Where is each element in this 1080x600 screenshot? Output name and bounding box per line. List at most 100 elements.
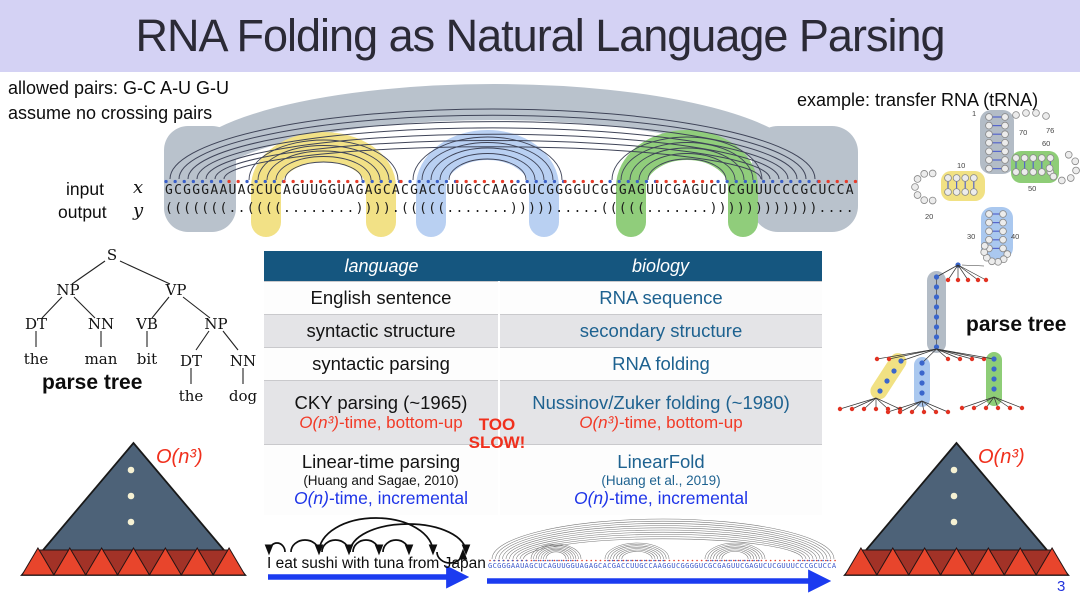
tree-blue-dot <box>919 380 925 386</box>
mini-arc <box>721 551 749 560</box>
fan-edge <box>973 396 995 409</box>
table-row: syntactic parsing RNA folding <box>264 347 822 381</box>
input-variable: x <box>133 177 144 198</box>
nucleotide <box>999 210 1007 218</box>
tree-red-dot <box>861 406 867 412</box>
mini-arc <box>718 549 752 560</box>
fan-edge <box>985 396 995 409</box>
trna-position-number: 40 <box>1011 232 1020 241</box>
fan-edge <box>961 396 995 409</box>
green-pair-arc <box>629 147 745 181</box>
green-pair-arc <box>611 136 763 181</box>
ellipsis-dot <box>950 518 958 526</box>
tree-red-dot <box>837 406 843 412</box>
yellow-pair-arc <box>275 156 372 181</box>
tree-red-dot <box>886 356 892 362</box>
nucleotide <box>985 227 993 236</box>
tree-red-dot <box>955 277 961 283</box>
blue-pair-arc <box>421 142 554 181</box>
nucleotide <box>985 218 993 227</box>
table-row: Linear-time parsing (Huang and Sagae, 201… <box>264 444 822 515</box>
tree-edge <box>195 330 210 351</box>
table-line: O(n³)-time, bottom-up <box>299 413 463 433</box>
nucleotide <box>1012 154 1020 162</box>
nucleotide <box>1001 164 1009 173</box>
nucleotide <box>1058 176 1066 185</box>
tree-red-dot <box>945 409 951 415</box>
tree-red-dot <box>975 277 981 283</box>
left-parse-tree-caption: parse tree <box>42 371 143 394</box>
tree-red-dot <box>981 356 987 362</box>
nucleotide <box>985 164 993 173</box>
no-crossing-note: assume no crossing pairs <box>8 103 213 123</box>
mini-arc <box>715 548 755 560</box>
trna-position-number: 50 <box>1028 184 1037 193</box>
tree-blue-dot <box>933 344 940 350</box>
nucleotide <box>1012 111 1020 119</box>
green-highlight-band <box>616 130 758 237</box>
table-line: syntactic parsing <box>312 353 450 375</box>
tree-red-dot <box>971 405 977 411</box>
red-triangle <box>907 547 942 576</box>
fan-edge <box>957 264 979 281</box>
tree-red-dot <box>849 406 855 412</box>
fan-edge <box>888 348 937 360</box>
complexity-label-right: O(n³) <box>978 446 1025 468</box>
nucleotide <box>985 147 993 156</box>
mini-arc <box>713 546 757 560</box>
tree-red-dot <box>965 277 971 283</box>
mini-arc <box>710 545 760 560</box>
tree-red-dot <box>969 356 975 362</box>
nucleotide <box>1032 109 1040 117</box>
ellipsis-dot <box>127 492 135 500</box>
nucleotide <box>1022 109 1030 117</box>
tree-blue-dot <box>991 366 997 372</box>
tree-red-dot <box>874 356 880 362</box>
tree-blue-dot <box>919 390 925 396</box>
nucleotide <box>999 244 1007 253</box>
ellipsis-dot <box>950 466 958 474</box>
table-line: English sentence <box>310 287 452 309</box>
outer-pair-arc <box>187 121 798 180</box>
yellow-pair-arc <box>284 161 363 181</box>
tree-blue-dot <box>884 378 890 384</box>
tree-red-dot <box>885 409 891 415</box>
dependency-arc <box>318 517 438 556</box>
nucleotide <box>928 196 937 205</box>
ellipsis-dot <box>950 492 958 500</box>
nucleotide <box>1003 250 1012 258</box>
parse-tree-node: man <box>84 350 118 368</box>
red-triangle <box>180 547 215 576</box>
tree-blue-dot <box>933 274 940 280</box>
dependency-arc <box>436 548 468 564</box>
dependency-arc <box>349 523 471 556</box>
fan-edge <box>947 264 959 281</box>
fan-edge <box>839 397 877 410</box>
tree-red-dot <box>945 356 951 362</box>
nucleotide <box>928 169 937 178</box>
red-triangle <box>84 547 119 576</box>
yellow-capsule <box>870 353 907 400</box>
fan-edge <box>876 348 937 360</box>
example-sentence: I eat sushi with tuna from Japan <box>267 555 486 572</box>
fan-edge <box>957 264 969 281</box>
mini-arc <box>545 551 567 560</box>
mini-outer-arc <box>509 529 817 560</box>
title-bar: RNA Folding as Natural Language Parsing <box>0 0 1080 72</box>
yellow-pair-arc <box>266 150 381 181</box>
table-line: RNA folding <box>612 353 710 375</box>
tree-red-dot <box>933 409 939 415</box>
fan-edge <box>899 400 923 413</box>
red-triangle <box>971 547 1006 576</box>
nucleotide <box>1001 121 1009 130</box>
fan-edge <box>887 400 923 413</box>
tree-red-dot <box>957 356 963 362</box>
table-line: O(n)-time, incremental <box>293 488 469 509</box>
table-cell: secondary structure <box>498 314 822 348</box>
tree-edge <box>222 330 239 351</box>
parse-tree-node: NP <box>56 281 80 299</box>
red-triangle <box>844 547 878 576</box>
dependency-arc <box>382 539 414 556</box>
fan-edge <box>993 396 1023 409</box>
mini-outer-arc <box>502 525 824 560</box>
